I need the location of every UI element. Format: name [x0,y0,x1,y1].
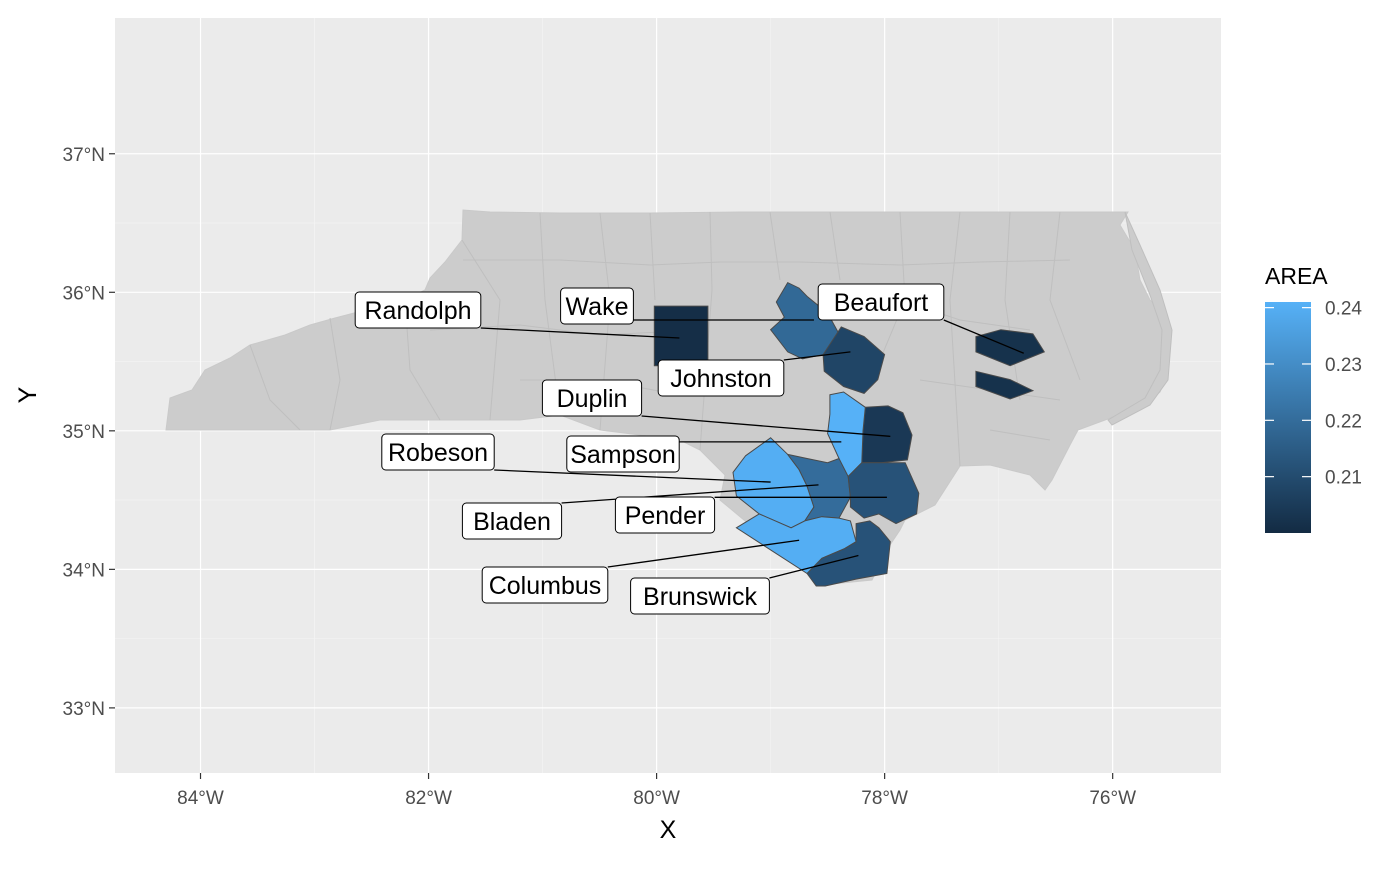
label-box-brunswick [630,577,770,615]
x-tick-label: 76°W [1089,788,1136,809]
label-box-pender [614,496,716,534]
y-tick-label: 33°N [63,699,105,720]
x-tick-label: 84°W [177,788,224,809]
leader-line-brunswick [769,554,859,579]
label-text-robeson: Robeson [388,439,488,467]
label-box-johnston [657,359,785,397]
y-tick-label: 37°N [63,145,105,166]
label-text-beaufort: Beaufort [834,289,929,317]
legend-break-label: 0.24 [1325,299,1362,320]
x-axis: 84°W 82°W 80°W 78°W 76°W [177,773,1136,809]
y-tick-label: 36°N [63,283,105,304]
x-axis-title: X [660,816,677,844]
leader-line-beaufort [943,319,1024,354]
label-text-bladen: Bladen [473,508,551,536]
highlighted-counties [653,281,1046,587]
legend-break-label: 0.21 [1325,468,1362,489]
legend-title: AREA [1265,263,1328,289]
legend: AREA 0.24 0.23 0.22 0.21 [1265,263,1362,533]
label-text-johnston: Johnston [670,365,771,393]
county-labels: Randolph Wake Beaufort Johnston Duplin Robeso… [354,283,945,615]
county-pender [847,462,920,525]
label-text-duplin: Duplin [557,385,628,413]
outer-banks [1107,211,1173,426]
legend-break-label: 0.22 [1325,411,1362,432]
county-borders [249,211,1081,467]
leader-line-johnston [783,351,851,361]
x-tick-label: 78°W [861,788,908,809]
label-text-wake: Wake [566,293,629,321]
label-box-sampson [566,435,680,473]
leader-line-columbus [607,539,800,568]
county-randolph [653,305,709,367]
legend-break-label: 0.23 [1325,355,1362,376]
leader-line-randolph [480,327,680,339]
label-box-randolph [354,291,482,329]
label-text-pender: Pender [625,502,706,530]
y-tick-label: 34°N [63,560,105,581]
label-box-bladen [461,502,563,540]
label-text-columbus: Columbus [489,572,602,600]
label-box-wake [560,287,634,325]
x-tick-label: 82°W [405,788,452,809]
label-leader-lines [480,319,1024,579]
label-text-randolph: Randolph [364,297,471,325]
label-box-beaufort [817,283,945,321]
county-beaufort [975,329,1046,400]
y-tick-label: 35°N [63,422,105,443]
legend-colorbar [1265,302,1311,533]
x-tick-label: 80°W [633,788,680,809]
leader-line-bladen [561,484,819,504]
label-text-sampson: Sampson [570,441,676,469]
leader-line-robeson [494,469,771,483]
label-box-columbus [481,566,609,604]
leader-line-duplin [641,415,891,438]
y-axis: 33°N 34°N 35°N 36°N 37°N [63,145,115,720]
county-johnston [822,326,886,394]
label-box-duplin [541,379,643,417]
label-text-brunswick: Brunswick [643,583,757,611]
y-axis-title: Y [14,386,42,403]
legend-breaks: 0.24 0.23 0.22 0.21 [1265,299,1362,489]
label-box-robeson [381,433,495,471]
county-brunswick [806,520,891,587]
